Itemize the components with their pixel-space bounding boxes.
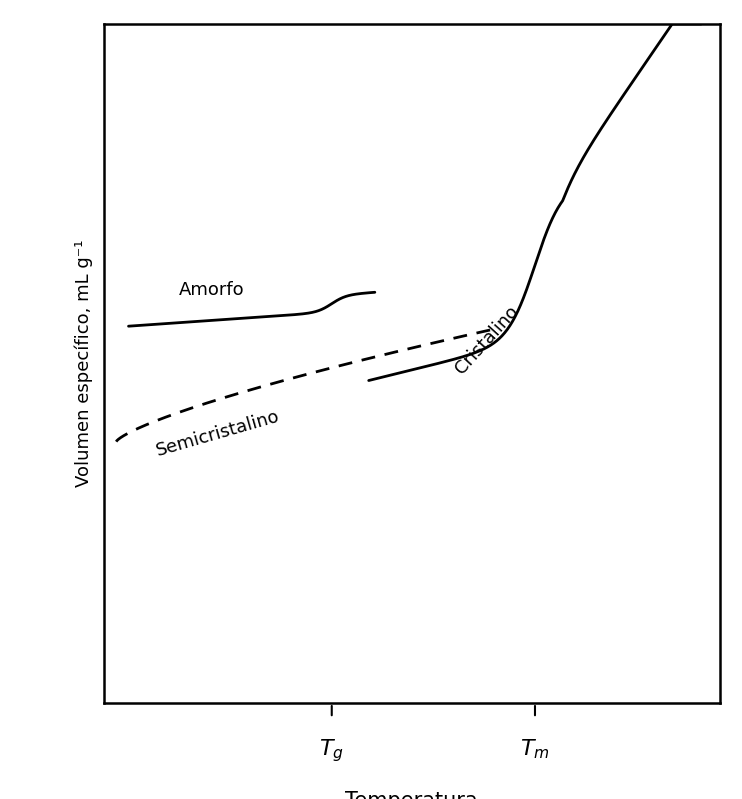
Text: Semicristalino: Semicristalino [154,407,282,460]
Text: Temperatura: Temperatura [346,791,478,799]
Text: $T_m$: $T_m$ [520,737,550,761]
Text: Cristalino: Cristalino [452,302,522,377]
Text: Amorfo: Amorfo [179,281,244,299]
Text: $T_g$: $T_g$ [319,737,344,764]
Y-axis label: Volumen específico, mL g⁻¹: Volumen específico, mL g⁻¹ [74,240,93,487]
